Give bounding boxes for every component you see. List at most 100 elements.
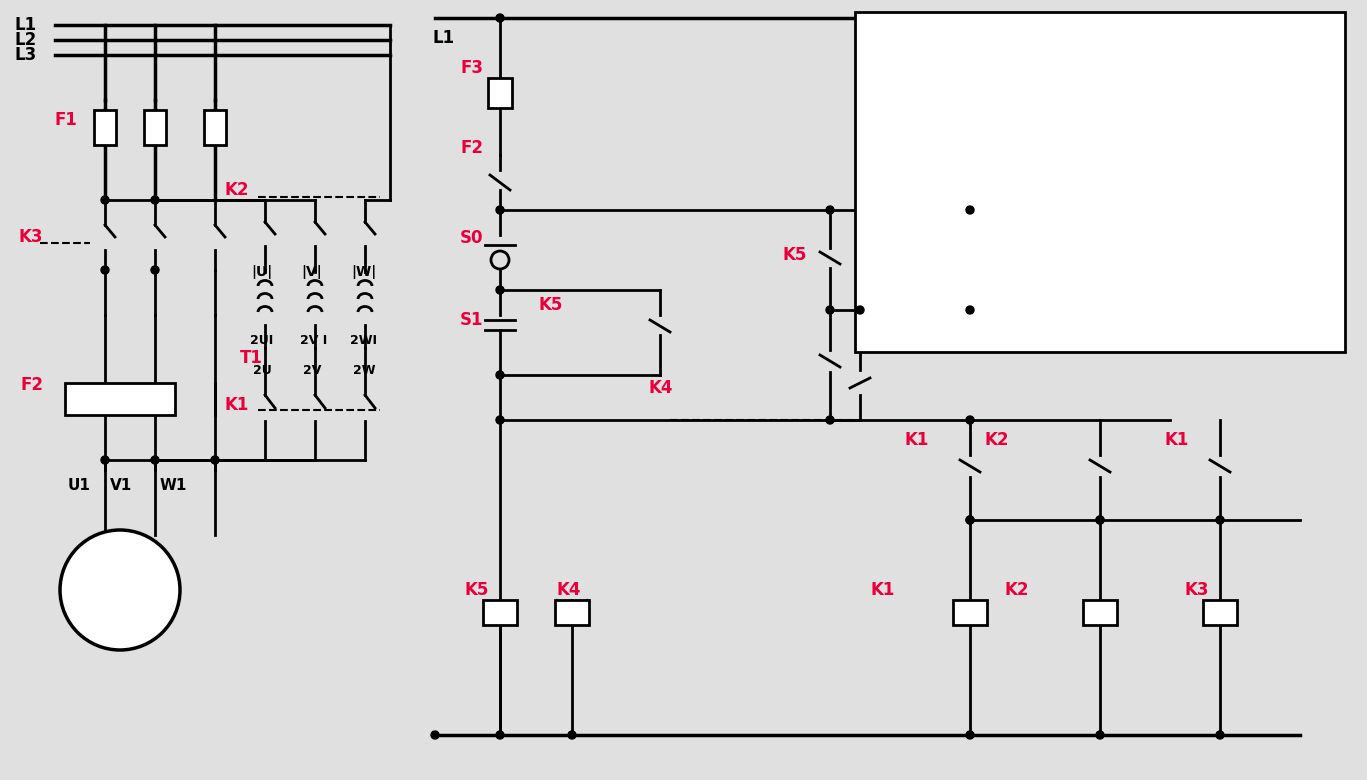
Text: F1: F1 [867, 243, 889, 257]
Bar [854, 12, 1345, 352]
Text: S1: S1 [461, 311, 484, 329]
Text: F2: F2 [461, 139, 483, 157]
Circle shape [1217, 516, 1223, 524]
Text: = Star contactor: = Star contactor [889, 93, 1016, 108]
Text: K1: K1 [226, 396, 249, 414]
Text: = Overload relay: = Overload relay [889, 272, 1020, 288]
Text: 2W: 2W [353, 363, 376, 377]
Bar [144, 110, 165, 145]
Circle shape [966, 306, 975, 314]
Circle shape [496, 14, 504, 22]
Bar [204, 110, 226, 145]
Circle shape [966, 731, 975, 739]
Circle shape [101, 456, 109, 464]
Text: U1: U1 [68, 477, 90, 492]
Text: = 'OFF' push button: = 'OFF' push button [889, 33, 1042, 48]
Text: S0: S0 [867, 33, 889, 48]
Text: K5: K5 [867, 212, 890, 228]
Circle shape [1096, 516, 1105, 524]
Circle shape [496, 416, 504, 424]
Text: K1: K1 [867, 93, 890, 108]
Circle shape [431, 731, 439, 739]
Circle shape [966, 206, 975, 214]
Text: V1: V1 [109, 477, 133, 492]
Text: F3: F3 [867, 303, 889, 317]
Text: = Main contactor: = Main contactor [889, 153, 1021, 168]
Text: K2: K2 [226, 181, 250, 199]
Text: L3: L3 [15, 46, 37, 64]
Circle shape [1096, 731, 1105, 739]
Text: K4: K4 [648, 379, 673, 397]
Text: 2UI: 2UI [250, 334, 273, 346]
Circle shape [966, 516, 975, 524]
Text: L2: L2 [15, 31, 37, 49]
Text: = Transformer contactor: = Transformer contactor [889, 122, 1077, 137]
Text: F3: F3 [461, 59, 483, 77]
Circle shape [496, 731, 504, 739]
Text: L1: L1 [15, 16, 37, 34]
Circle shape [966, 516, 975, 524]
Text: = 'ON' push button: = 'ON' push button [889, 62, 1036, 77]
Circle shape [496, 206, 504, 214]
Bar [488, 78, 513, 108]
Text: K2: K2 [986, 431, 1009, 449]
Text: = Contractor relay: = Contractor relay [889, 212, 1031, 228]
Circle shape [150, 456, 159, 464]
Text: = Backup fuse: = Backup fuse [889, 243, 1001, 257]
Text: K2: K2 [1005, 581, 1029, 599]
Circle shape [1217, 731, 1223, 739]
Text: K4: K4 [556, 581, 581, 599]
Circle shape [856, 306, 864, 314]
Text: S1: S1 [867, 62, 889, 77]
Text: K1: K1 [869, 581, 894, 599]
Bar [66, 383, 175, 415]
Text: K3: K3 [867, 153, 890, 168]
Circle shape [150, 196, 159, 204]
Bar [483, 600, 517, 625]
Bar [94, 110, 116, 145]
Text: K5: K5 [539, 296, 562, 314]
Text: W1: W1 [160, 477, 187, 492]
Circle shape [826, 206, 834, 214]
Bar [1203, 600, 1237, 625]
Circle shape [826, 306, 834, 314]
Circle shape [826, 416, 834, 424]
Text: Motor: Motor [90, 581, 150, 599]
Text: K1: K1 [1165, 431, 1189, 449]
Text: K3: K3 [905, 301, 930, 319]
Circle shape [569, 731, 576, 739]
Circle shape [101, 196, 109, 204]
Circle shape [966, 416, 975, 424]
Circle shape [496, 371, 504, 379]
Circle shape [496, 286, 504, 294]
Bar [953, 600, 987, 625]
Text: T1: T1 [241, 349, 262, 367]
Text: |W|: |W| [351, 265, 376, 279]
Text: F2: F2 [867, 272, 889, 288]
Text: L1: L1 [432, 29, 454, 47]
Bar [1083, 600, 1117, 625]
Text: 2V: 2V [303, 363, 321, 377]
Circle shape [1096, 516, 1105, 524]
Text: |U|: |U| [252, 265, 272, 279]
Circle shape [150, 266, 159, 274]
Text: F1: F1 [55, 111, 78, 129]
Text: K2: K2 [867, 122, 890, 137]
Text: K3: K3 [18, 228, 42, 246]
Circle shape [60, 530, 180, 650]
Circle shape [491, 251, 509, 269]
Text: K5: K5 [782, 246, 807, 264]
Text: 2U: 2U [253, 363, 272, 377]
Text: = Time relay: = Time relay [889, 183, 987, 197]
Circle shape [101, 266, 109, 274]
Text: = Control circuit fuse: = Control circuit fuse [889, 303, 1051, 317]
Circle shape [211, 456, 219, 464]
Text: K3: K3 [1185, 581, 1210, 599]
Bar [555, 600, 589, 625]
Text: K1: K1 [905, 431, 930, 449]
Text: K4: K4 [867, 183, 890, 197]
Text: 2V I: 2V I [299, 334, 327, 346]
Text: F2: F2 [21, 376, 42, 394]
Text: 2WI: 2WI [350, 334, 377, 346]
Text: K5: K5 [463, 581, 488, 599]
